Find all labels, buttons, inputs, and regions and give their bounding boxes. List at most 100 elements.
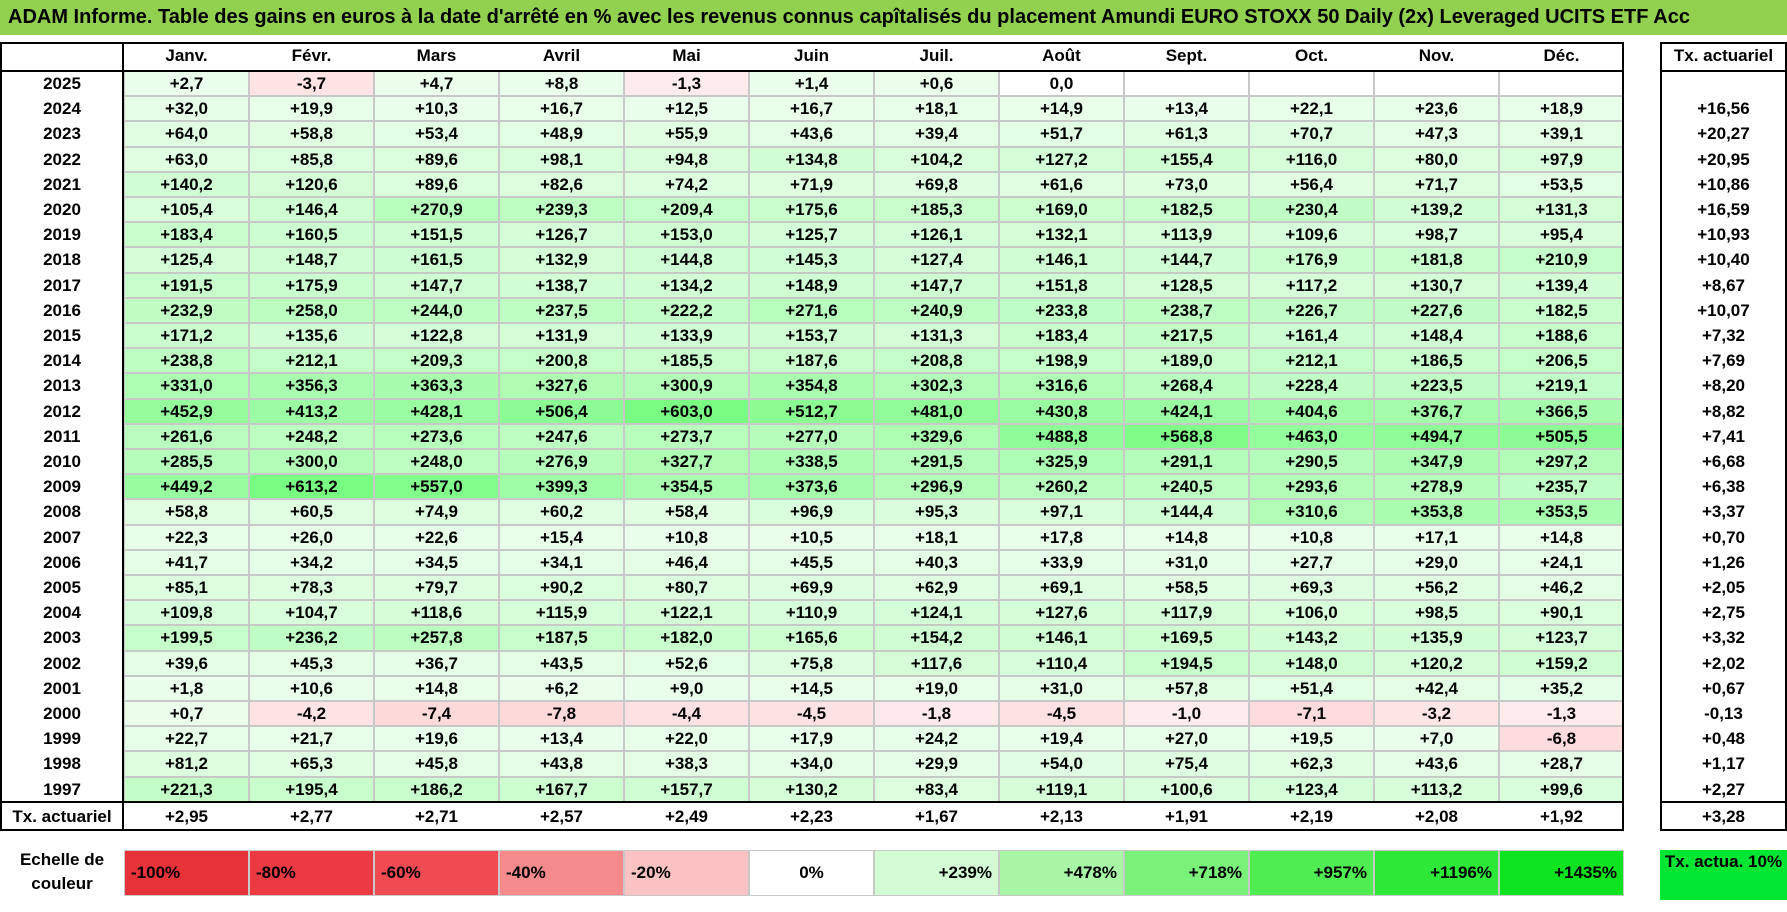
color-scale-step: -60% <box>374 850 499 896</box>
table-cell: +189,0 <box>1124 348 1249 374</box>
table-cell: +69,1 <box>999 575 1124 601</box>
table-cell: -4,4 <box>624 701 749 727</box>
month-header: Juin <box>794 46 829 65</box>
table-cell: +113,9 <box>1124 222 1249 248</box>
table-cell: +89,6 <box>374 146 499 172</box>
table-cell: -7,8 <box>499 701 624 727</box>
table-cell: +79,7 <box>374 575 499 601</box>
table-cell: +223,5 <box>1374 373 1499 399</box>
table-cell: +31,0 <box>999 675 1124 701</box>
table-cell: +51,4 <box>1249 675 1374 701</box>
table-cell: +71,7 <box>1374 171 1499 197</box>
table-cell: +235,7 <box>1499 474 1624 500</box>
month-header: Févr. <box>291 46 332 65</box>
table-cell: +63,0 <box>124 146 249 172</box>
year-label: 2020 <box>43 200 81 219</box>
table-cell: +14,8 <box>1499 524 1624 550</box>
totals-value: +2,23 <box>789 806 833 826</box>
year-label: 2022 <box>43 149 81 169</box>
table-cell: +19,0 <box>874 675 999 701</box>
table-cell: +69,8 <box>874 171 999 197</box>
rate-legend: Tx. actua. 10% <box>1660 850 1787 900</box>
table-cell: -1,3 <box>624 71 749 97</box>
table-cell: +316,6 <box>999 373 1124 399</box>
table-cell: +14,5 <box>749 675 874 701</box>
table-cell: +94,8 <box>624 146 749 172</box>
year-label: 2001 <box>43 678 81 698</box>
table-cell: +291,5 <box>874 449 999 475</box>
table-cell: +35,2 <box>1499 675 1624 701</box>
table-cell: +187,6 <box>749 348 874 374</box>
table-cell: +53,4 <box>374 121 499 147</box>
table-cell: +125,4 <box>124 247 249 273</box>
table-cell: +356,3 <box>249 373 374 399</box>
row-divider <box>1660 70 1787 72</box>
table-cell: +130,7 <box>1374 272 1499 298</box>
year-label: 2011 <box>43 426 81 446</box>
year-label: 2018 <box>43 250 81 270</box>
table-cell: +329,6 <box>874 423 999 449</box>
table-cell: +29,9 <box>874 751 999 777</box>
table-cell: +113,2 <box>1374 776 1499 802</box>
table-cell: +120,6 <box>249 171 374 197</box>
table-cell: +31,0 <box>1124 549 1249 575</box>
table-cell: +449,2 <box>124 474 249 500</box>
rate-value: +20,95 <box>1697 149 1750 169</box>
table-cell: +40,3 <box>874 549 999 575</box>
table-cell: +145,3 <box>749 247 874 273</box>
table-cell: +10,8 <box>1249 524 1374 550</box>
table-cell: +14,8 <box>374 675 499 701</box>
table-cell: +51,7 <box>999 121 1124 147</box>
table-cell: +46,2 <box>1499 575 1624 601</box>
rate-value: +3,32 <box>1701 628 1745 648</box>
table-cell: +293,6 <box>1249 474 1374 500</box>
table-cell: +135,9 <box>1374 625 1499 651</box>
rate-value: +1,17 <box>1701 754 1745 774</box>
table-cell: +116,0 <box>1249 146 1374 172</box>
month-header: Nov. <box>1418 46 1455 65</box>
table-cell: +10,6 <box>249 675 374 701</box>
month-header: Avril <box>542 46 581 65</box>
table-cell: +16,7 <box>749 96 874 122</box>
table-cell: +194,5 <box>1124 650 1249 676</box>
table-cell: +33,9 <box>999 549 1124 575</box>
table-cell: +74,2 <box>624 171 749 197</box>
table-cell: +239,3 <box>499 197 624 223</box>
rate-value: +2,75 <box>1701 603 1745 623</box>
table-cell: +244,0 <box>374 297 499 323</box>
table-cell: +376,7 <box>1374 398 1499 424</box>
table-cell: +109,8 <box>124 600 249 626</box>
totals-value: +2,19 <box>1289 806 1333 826</box>
table-cell: +310,6 <box>1249 499 1374 525</box>
table-cell: +277,0 <box>749 423 874 449</box>
table-cell: +115,9 <box>499 600 624 626</box>
table-cell: +10,3 <box>374 96 499 122</box>
table-cell: +4,7 <box>374 71 499 97</box>
table-cell: +452,9 <box>124 398 249 424</box>
table-cell: +22,1 <box>1249 96 1374 122</box>
table-cell: +52,6 <box>624 650 749 676</box>
table-cell: -1,3 <box>1499 701 1624 727</box>
table-cell: +257,8 <box>374 625 499 651</box>
table-cell: +363,3 <box>374 373 499 399</box>
rate-value: +16,59 <box>1697 200 1750 219</box>
table-cell: +331,0 <box>124 373 249 399</box>
table-cell: +151,8 <box>999 272 1124 298</box>
table-cell: +188,6 <box>1499 323 1624 349</box>
color-scale-step: +718% <box>1124 850 1249 896</box>
rate-value: +16,56 <box>1697 99 1750 119</box>
table-cell: +15,4 <box>499 524 624 550</box>
table-cell: +212,1 <box>1249 348 1374 374</box>
table-cell: +290,5 <box>1249 449 1374 475</box>
totals-value: +1,91 <box>1164 806 1208 826</box>
color-scale-step: -40% <box>499 850 624 896</box>
year-label: 2000 <box>43 704 81 723</box>
table-cell: +271,6 <box>749 297 874 323</box>
table-cell: +488,8 <box>999 423 1124 449</box>
table-cell: -6,8 <box>1499 726 1624 752</box>
table-cell: +183,4 <box>124 222 249 248</box>
rate-value: +2,27 <box>1701 779 1745 799</box>
table-cell: +144,8 <box>624 247 749 273</box>
table-cell: +99,6 <box>1499 776 1624 802</box>
table-cell: +39,6 <box>124 650 249 676</box>
